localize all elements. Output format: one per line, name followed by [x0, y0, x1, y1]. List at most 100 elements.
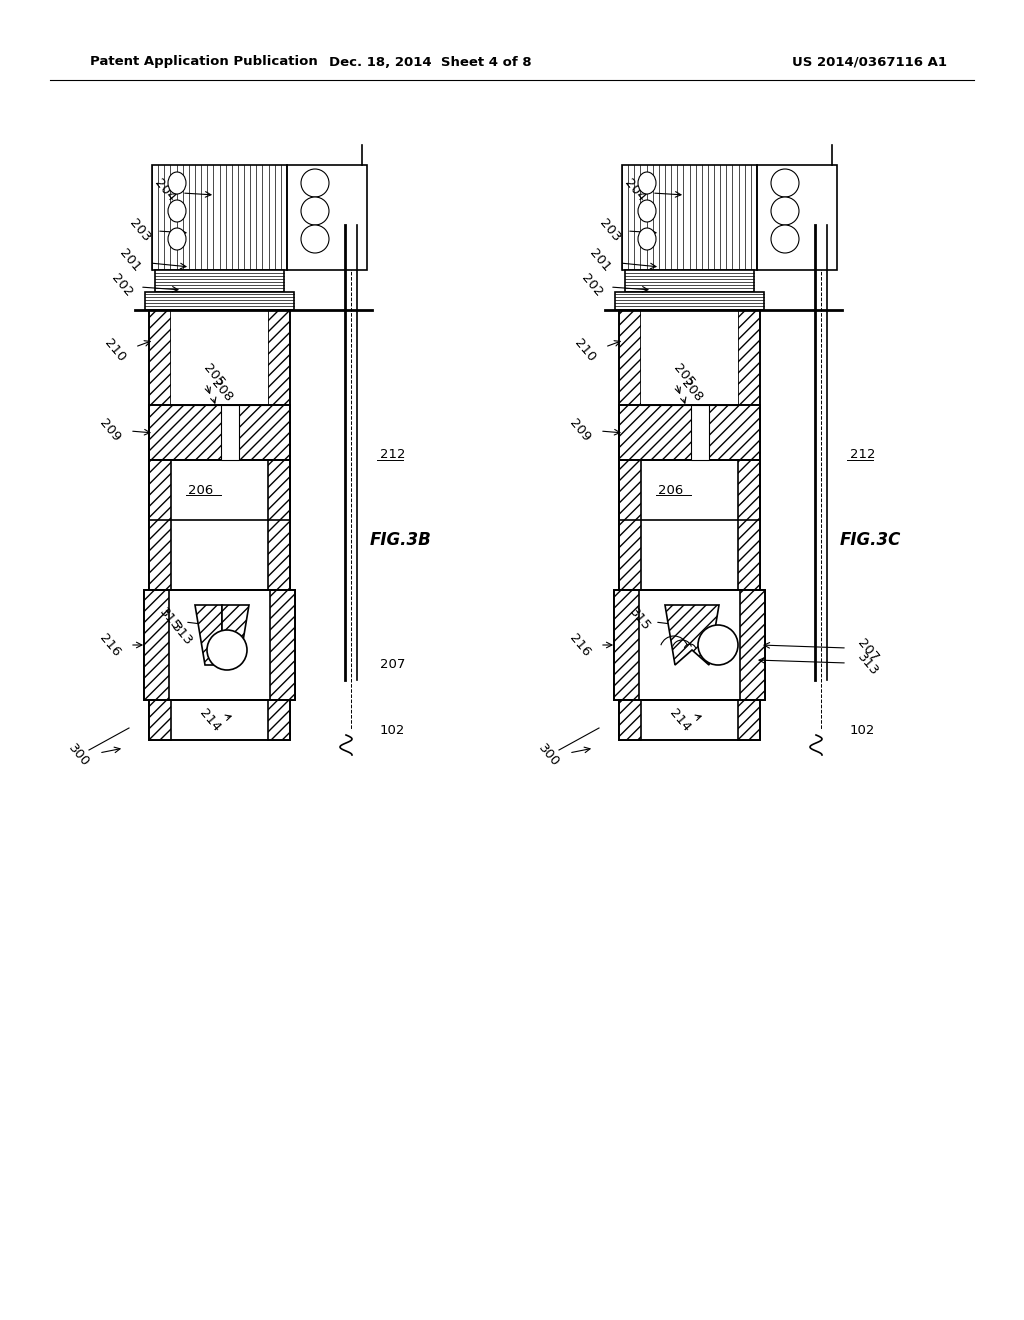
Text: 206: 206 — [188, 483, 214, 496]
Bar — [618, 459, 641, 590]
Bar — [615, 292, 764, 310]
Text: 210: 210 — [571, 337, 598, 364]
Text: 204: 204 — [152, 176, 178, 203]
Bar — [150, 700, 171, 741]
Bar — [150, 310, 290, 520]
Bar — [221, 405, 239, 459]
Circle shape — [771, 197, 799, 224]
Text: 212: 212 — [850, 449, 876, 462]
Text: Dec. 18, 2014  Sheet 4 of 8: Dec. 18, 2014 Sheet 4 of 8 — [329, 55, 531, 69]
Ellipse shape — [168, 172, 186, 194]
Bar — [150, 700, 290, 741]
Text: 206: 206 — [658, 483, 684, 496]
Bar — [738, 700, 760, 741]
Text: 315: 315 — [157, 606, 183, 634]
Text: 202: 202 — [109, 271, 135, 298]
Bar — [618, 700, 760, 741]
Bar — [618, 310, 641, 520]
Bar — [618, 405, 760, 459]
Bar — [740, 590, 765, 700]
Text: 204: 204 — [622, 176, 648, 203]
Circle shape — [301, 224, 329, 253]
Text: 300: 300 — [536, 741, 562, 768]
Polygon shape — [665, 605, 719, 665]
Text: 202: 202 — [579, 271, 605, 298]
Circle shape — [301, 169, 329, 197]
Ellipse shape — [638, 201, 656, 222]
Text: Patent Application Publication: Patent Application Publication — [90, 55, 317, 69]
Text: 203: 203 — [127, 216, 154, 244]
Text: 216: 216 — [97, 631, 123, 659]
Bar — [150, 459, 171, 590]
Ellipse shape — [638, 172, 656, 194]
Bar — [268, 700, 290, 741]
Bar — [152, 165, 287, 271]
Text: 207: 207 — [380, 659, 406, 672]
Bar — [270, 590, 295, 700]
Bar — [738, 310, 760, 520]
Circle shape — [698, 624, 738, 665]
Bar — [145, 292, 294, 310]
Bar — [144, 590, 295, 700]
Text: 300: 300 — [66, 741, 92, 768]
Bar — [150, 310, 171, 520]
Text: 214: 214 — [197, 706, 223, 734]
Ellipse shape — [168, 228, 186, 249]
Bar — [287, 165, 367, 271]
Bar — [618, 700, 760, 741]
Text: 313: 313 — [169, 620, 196, 649]
Text: 102: 102 — [380, 723, 406, 737]
Bar — [618, 459, 760, 590]
Bar — [622, 165, 757, 271]
Circle shape — [771, 224, 799, 253]
Bar — [268, 310, 290, 520]
Bar — [155, 271, 284, 292]
Bar — [614, 590, 765, 700]
Polygon shape — [195, 605, 222, 665]
Bar — [614, 590, 639, 700]
Bar — [625, 271, 754, 292]
Text: 208: 208 — [679, 376, 706, 404]
Bar — [150, 405, 290, 459]
Bar — [618, 405, 760, 459]
Circle shape — [301, 197, 329, 224]
Ellipse shape — [638, 228, 656, 249]
Bar — [641, 310, 738, 520]
Bar — [150, 459, 290, 590]
Bar — [150, 459, 290, 590]
Text: 216: 216 — [567, 631, 593, 659]
Bar — [150, 405, 290, 459]
Text: 205: 205 — [671, 362, 697, 389]
Bar — [144, 590, 169, 700]
Text: 212: 212 — [380, 449, 406, 462]
Text: 201: 201 — [587, 246, 613, 273]
Ellipse shape — [168, 201, 186, 222]
Text: 313: 313 — [855, 651, 882, 678]
Circle shape — [771, 169, 799, 197]
Text: 207: 207 — [855, 636, 882, 664]
Text: 209: 209 — [567, 416, 593, 444]
Circle shape — [207, 630, 247, 671]
Text: 201: 201 — [117, 246, 143, 273]
Text: FIG.3B: FIG.3B — [370, 531, 432, 549]
Text: 205: 205 — [201, 362, 227, 389]
Polygon shape — [222, 605, 249, 665]
Text: 203: 203 — [597, 216, 624, 244]
Text: 209: 209 — [97, 416, 123, 444]
Text: 208: 208 — [209, 376, 236, 404]
Bar — [618, 700, 641, 741]
Text: US 2014/0367116 A1: US 2014/0367116 A1 — [793, 55, 947, 69]
Bar — [618, 459, 760, 590]
Bar — [738, 459, 760, 590]
Bar — [150, 700, 290, 741]
Bar — [171, 310, 268, 520]
Bar — [614, 590, 765, 700]
Bar — [144, 590, 295, 700]
Text: 315: 315 — [627, 606, 653, 634]
Text: 102: 102 — [850, 723, 876, 737]
Bar — [691, 405, 709, 459]
Text: 214: 214 — [667, 706, 693, 734]
Bar — [618, 310, 760, 520]
Bar — [268, 459, 290, 590]
Text: 210: 210 — [101, 337, 128, 364]
